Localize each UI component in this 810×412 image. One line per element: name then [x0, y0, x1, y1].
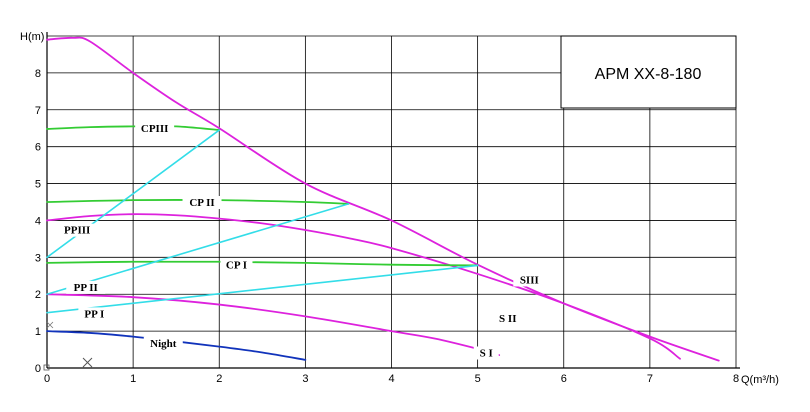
curve-label: CPIII [141, 123, 169, 135]
series-lines [46, 36, 720, 362]
curve-label-background [513, 273, 546, 287]
curve-label-background [182, 196, 222, 209]
origin-markers [43, 321, 93, 371]
curve-label-background [66, 280, 106, 294]
y-axis-label: H(m) [20, 31, 44, 43]
curve-label: S II [499, 313, 516, 325]
y-tick-label: 3 [35, 252, 41, 264]
x-tick-label: 4 [388, 373, 394, 385]
curve-label: CP II [189, 197, 214, 209]
series-line-ppii [46, 203, 350, 296]
x-tick-label: 2 [216, 373, 222, 385]
y-tick-label: 8 [35, 68, 41, 80]
model-label: APM XX-8-180 [595, 66, 702, 83]
y-tick-label: 7 [35, 105, 41, 117]
curve-label: S I [480, 348, 493, 360]
series-line-cpi [46, 260, 479, 267]
cross-mark-icon [46, 321, 54, 329]
curve-label: CP I [226, 260, 247, 272]
origin-square-icon [43, 364, 50, 371]
x-tick-label: 5 [475, 373, 481, 385]
y-tick-label: 4 [35, 215, 41, 227]
curve-label-background [220, 258, 253, 272]
model-box: APM XX-8-180 [560, 35, 737, 109]
series-line-si [46, 293, 501, 356]
y-tick-label: 6 [35, 142, 41, 154]
x-tick-label: 1 [130, 373, 136, 385]
series-line-cpiii [46, 125, 221, 131]
x-tick-label: 6 [561, 373, 567, 385]
y-tick-label: 2 [35, 289, 41, 301]
curve-label: PP I [84, 308, 104, 320]
curve-label: PPIII [64, 225, 90, 237]
series-line-sii [46, 213, 681, 360]
x-tick-label: 0 [44, 373, 50, 385]
curve-label-background [143, 336, 183, 350]
x-tick-label: 7 [647, 373, 653, 385]
x-axis-label: Q(m³/h) [741, 374, 779, 386]
curve-label: PP II [74, 282, 98, 294]
curve-label-background [135, 122, 175, 136]
x-tick-label: 8 [733, 373, 739, 385]
curve-label-background [491, 312, 524, 326]
series-labels: CPIII CP II CP I PPIII PP II PP I Night SIII S I… [57, 122, 546, 360]
tick-labels: 0 1 2 3 4 5 6 7 8 0 1 2 3 4 5 6 7 8 [35, 68, 739, 385]
x-tick-label: 3 [302, 373, 308, 385]
y-tick-label: 5 [35, 179, 41, 191]
curve-label-background [473, 346, 499, 360]
y-tick-label: 0 [35, 363, 41, 375]
curve-label-background [57, 223, 97, 237]
curve-label: SIII [520, 274, 539, 286]
series-line-ppi [46, 264, 479, 314]
curve-label-background [78, 307, 111, 321]
curve-label: Night [150, 338, 177, 350]
cross-mark-icon [82, 357, 93, 368]
y-tick-label: 1 [35, 326, 41, 338]
